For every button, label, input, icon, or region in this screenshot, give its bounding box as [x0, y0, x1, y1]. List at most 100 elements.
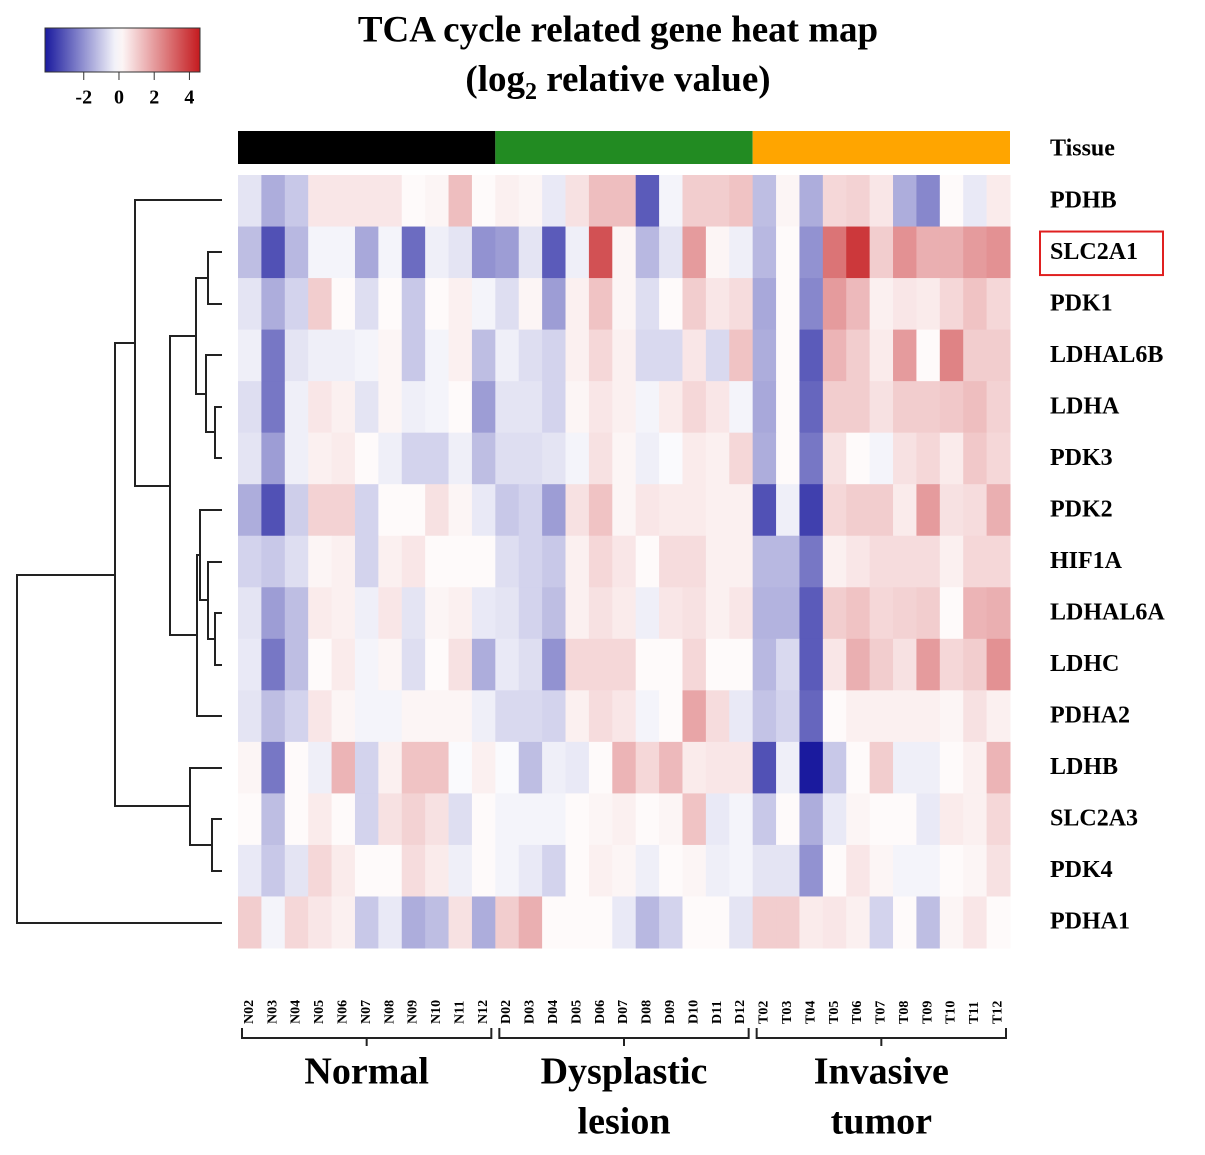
heatmap-cell: [612, 638, 637, 691]
heatmap-cell: [939, 896, 964, 949]
heatmap-cell: [588, 638, 613, 691]
heatmap-cell: [565, 638, 590, 691]
heatmap-cell: [284, 484, 309, 537]
heatmap-cell: [635, 329, 660, 382]
heatmap-cell: [284, 896, 309, 949]
heatmap-cell: [308, 535, 333, 588]
heatmap-cell: [331, 278, 356, 331]
heatmap-cell: [635, 432, 660, 485]
heatmap-cell: [705, 226, 730, 279]
heatmap-cell: [963, 587, 988, 640]
heatmap-cell: [308, 638, 333, 691]
heatmap-cell: [565, 432, 590, 485]
column-label: T05: [827, 1001, 842, 1024]
heatmap-cell: [635, 896, 660, 949]
heatmap-cell: [846, 432, 871, 485]
heatmap-cell: [682, 638, 707, 691]
heatmap-cell: [729, 844, 754, 897]
heatmap-cell: [495, 741, 520, 794]
group-label: Invasive: [814, 1051, 949, 1093]
heatmap-cell: [869, 484, 894, 537]
heatmap-cell: [682, 793, 707, 846]
heatmap-cell: [705, 381, 730, 434]
heatmap-cell: [682, 896, 707, 949]
heatmap-cell: [588, 741, 613, 794]
heatmap-cell: [378, 844, 403, 897]
heatmap-cell: [401, 432, 426, 485]
heatmap-cell: [261, 793, 286, 846]
heatmap-cell: [939, 432, 964, 485]
heatmap-cell: [471, 896, 496, 949]
column-label: T12: [991, 1001, 1006, 1024]
heatmap-cell: [682, 432, 707, 485]
heatmap-cell: [939, 793, 964, 846]
heatmap-cell: [916, 329, 941, 382]
colorbar-tick-label: 4: [184, 87, 194, 109]
heatmap-cell: [963, 226, 988, 279]
heatmap-cell: [495, 535, 520, 588]
heatmap-cell: [916, 638, 941, 691]
heatmap-cell: [308, 278, 333, 331]
heatmap-cell: [542, 844, 567, 897]
heatmap-cell: [869, 690, 894, 743]
heatmap-cell: [752, 175, 777, 228]
heatmap-cell: [612, 432, 637, 485]
heatmap-cell: [659, 793, 683, 846]
heatmap-cell: [893, 690, 917, 743]
heatmap-cell: [752, 535, 777, 588]
row-label: PDK1: [1050, 290, 1113, 316]
heatmap-cell: [425, 844, 450, 897]
heatmap-cell: [542, 690, 567, 743]
heatmap-cell: [682, 175, 707, 228]
heatmap-cell: [963, 278, 988, 331]
column-label: T08: [897, 1001, 912, 1024]
heatmap-cell: [331, 844, 356, 897]
heatmap-cell: [776, 278, 800, 331]
heatmap-cell: [705, 587, 730, 640]
heatmap-cell: [659, 381, 683, 434]
column-label: N02: [242, 1000, 257, 1024]
heatmap-cell: [238, 793, 262, 846]
heatmap-cell: [705, 741, 730, 794]
heatmap-cell: [846, 896, 871, 949]
heatmap-cell: [378, 690, 403, 743]
heatmap-cell: [635, 484, 660, 537]
heatmap-cell: [471, 432, 496, 485]
heatmap-cell: [565, 278, 590, 331]
group-label: Dysplastic: [541, 1051, 708, 1093]
heatmap-cell: [495, 793, 520, 846]
heatmap-cell: [495, 226, 520, 279]
heatmap-cell: [612, 896, 637, 949]
heatmap-cell: [261, 741, 286, 794]
heatmap-cell: [425, 432, 450, 485]
heatmap-cell: [495, 329, 520, 382]
heatmap-cell: [238, 638, 262, 691]
column-label: N04: [289, 1000, 304, 1024]
row-label: LDHAL6A: [1050, 600, 1165, 626]
heatmap-cell: [448, 175, 473, 228]
column-label: T06: [850, 1001, 865, 1024]
heatmap-cell: [401, 690, 426, 743]
heatmap-cell: [986, 175, 1011, 228]
heatmap-cell: [284, 381, 309, 434]
heatmap-cell: [284, 329, 309, 382]
heatmap-cell: [261, 690, 286, 743]
heatmap-cell: [331, 381, 356, 434]
column-label: D03: [523, 1000, 538, 1024]
column-label: T10: [944, 1001, 959, 1024]
heatmap-cell: [893, 793, 917, 846]
heatmap-cell: [238, 741, 262, 794]
heatmap-cell: [425, 535, 450, 588]
heatmap-cell: [659, 175, 683, 228]
heatmap-cell: [261, 381, 286, 434]
heatmap-cell: [354, 844, 379, 897]
heatmap-cell: [705, 432, 730, 485]
heatmap-cell: [635, 741, 660, 794]
heatmap-cell: [518, 638, 543, 691]
heatmap-cell: [425, 381, 450, 434]
heatmap-cell: [846, 638, 871, 691]
heatmap-cell: [588, 844, 613, 897]
heatmap-cell: [635, 226, 660, 279]
heatmap-cell: [776, 793, 800, 846]
